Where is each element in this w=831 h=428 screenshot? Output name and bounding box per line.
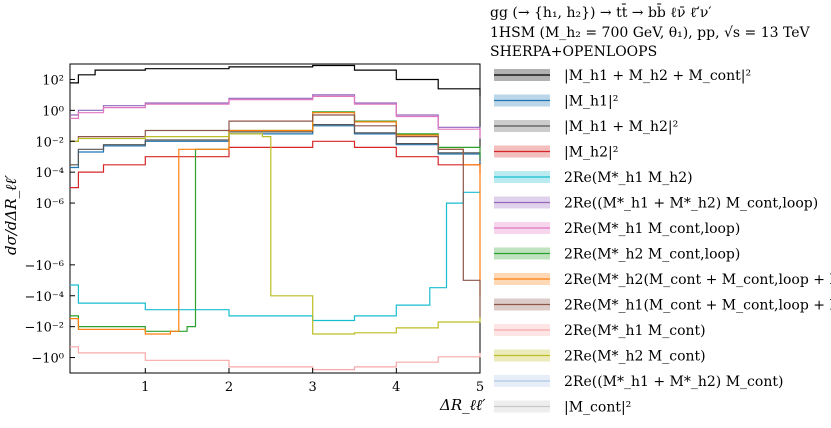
series-line-0 bbox=[70, 64, 481, 97]
x-axis-label: ΔR_ℓℓ′ bbox=[439, 396, 486, 414]
x-tick-label-4: 4 bbox=[392, 380, 400, 395]
legend-label-5: 2Re((M*_h1 + M*_h2) M_cont,loop) bbox=[564, 196, 818, 212]
y-tick-label-8: −10⁰ bbox=[31, 352, 64, 367]
legend: |M_h1 + M_h2 + M_cont|² |M_h1|² |M_h1 + M_… bbox=[494, 68, 831, 416]
legend-label-11: 2Re(M*_h2 M_cont) bbox=[564, 349, 706, 365]
legend-label-9: 2Re(M*_h1(M_cont + M_cont,loop + M_h2)) bbox=[564, 298, 831, 314]
y-tick-label-2: 10⁻² bbox=[35, 135, 64, 150]
y-axis-label: dσ/dΔR_ℓℓ′ bbox=[2, 174, 20, 255]
series-line-3 bbox=[70, 140, 481, 189]
legend-label-7: 2Re(M*_h2 M_cont,loop) bbox=[564, 247, 740, 263]
series-line-10 bbox=[70, 346, 481, 371]
y-tick-label-3: 10⁻⁴ bbox=[35, 166, 64, 181]
legend-label-10: 2Re(M*_h1 M_cont) bbox=[564, 323, 706, 339]
legend-label-1: |M_h1|² bbox=[564, 94, 618, 110]
series-line-6 bbox=[70, 95, 481, 139]
title-generator: SHERPA+OPENLOOPS bbox=[490, 44, 657, 60]
legend-label-3: |M_h2|² bbox=[564, 145, 618, 161]
legend-label-12: 2Re((M*_h1 + M*_h2) M_cont) bbox=[564, 374, 783, 390]
axis-layer: 1 2 3 4 5 10² 10⁰ 10⁻² 10⁻⁴ 10⁻⁶ −10⁻⁶ −10⁻⁴ −10⁻² −1… bbox=[24, 73, 484, 395]
x-tick-label-2: 2 bbox=[225, 380, 233, 395]
y-tick-label-5: −10⁻⁶ bbox=[24, 259, 64, 274]
x-tick-label-5: 5 bbox=[476, 380, 484, 395]
y-tick-label-7: −10⁻² bbox=[24, 321, 64, 336]
legend-label-0: |M_h1 + M_h2 + M_cont|² bbox=[564, 68, 751, 84]
y-tick-label-1: 10⁰ bbox=[42, 104, 64, 119]
legend-label-8: 2Re(M*_h2(M_cont + M_cont,loop + M_h1)) bbox=[564, 272, 831, 288]
y-tick-label-6: −10⁻⁴ bbox=[24, 290, 64, 305]
y-tick-label-4: 10⁻⁶ bbox=[35, 197, 64, 212]
legend-label-6: 2Re(M*_h1 M_cont,loop) bbox=[564, 221, 740, 237]
y-tick-label-0: 10² bbox=[42, 73, 64, 88]
legend-label-4: 2Re(M*_h1 M_h2) bbox=[564, 170, 693, 186]
legend-label-13: |M_cont|² bbox=[564, 400, 631, 416]
series-layer bbox=[70, 64, 481, 371]
title-model: 1HSM (M_h₂ = 700 GeV, θ₁), pp, √s = 13 T… bbox=[490, 25, 811, 41]
x-tick-label-3: 3 bbox=[309, 380, 317, 395]
title-process: gg (→ {h₁, h₂}) → tt̄ → bb̄ ℓν̄ ℓ̄′ν′ bbox=[490, 3, 712, 21]
legend-label-2: |M_h1 + M_h2|² bbox=[564, 119, 678, 135]
x-tick-label-1: 1 bbox=[141, 380, 149, 395]
series-line-11 bbox=[70, 133, 481, 335]
series-line-4 bbox=[70, 191, 481, 322]
